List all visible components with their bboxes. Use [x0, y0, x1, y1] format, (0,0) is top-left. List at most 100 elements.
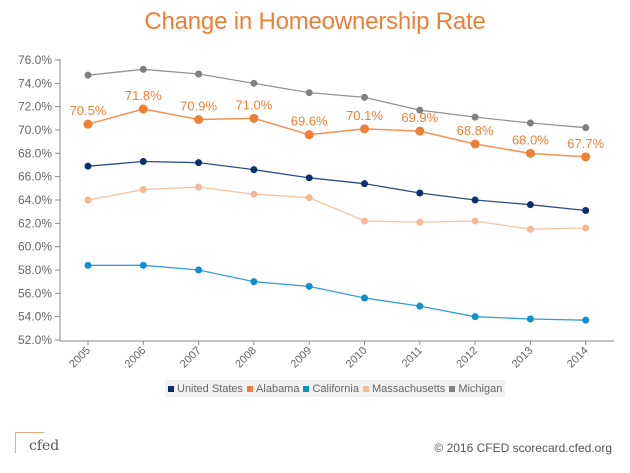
- series-line-massachusetts: [87, 186, 586, 230]
- data-point: [582, 316, 590, 324]
- series-line-california: [88, 264, 586, 321]
- axes: 52.0% 54.0% 56.0% 58.0% 60.0% 62.0% 64.0% 66.0%…: [18, 53, 614, 370]
- legend-swatch-icon: [168, 385, 174, 392]
- data-point: [416, 106, 424, 114]
- data-point: [471, 196, 479, 204]
- x-tick-label: 2007: [178, 345, 204, 371]
- chart-title: Change in Homeownership Rate: [144, 8, 486, 35]
- data-point: [581, 152, 591, 162]
- x-tick-label: 2010: [344, 345, 370, 371]
- y-tick-label: 74.0%: [18, 76, 52, 90]
- x-tick-label: 2006: [123, 345, 149, 371]
- data-label: 70.1%: [346, 108, 383, 123]
- x-tick-label: 2009: [289, 345, 315, 371]
- data-point: [250, 166, 258, 174]
- x-tick-label: 2008: [233, 345, 259, 371]
- legend-label: Massachusetts: [371, 382, 446, 395]
- legend-swatch-icon: [303, 385, 310, 392]
- data-point: [526, 225, 534, 233]
- legend-item[interactable]: Michigan: [449, 383, 502, 395]
- x-tick-label: 2012: [454, 345, 480, 371]
- data-point: [139, 158, 147, 165]
- data-point: [305, 282, 313, 290]
- data-label: 70.5%: [70, 103, 107, 118]
- y-tick-label: 60.0%: [18, 240, 52, 254]
- y-tick-label: 70.0%: [18, 123, 52, 137]
- data-point: [250, 278, 258, 286]
- data-point: [526, 201, 534, 209]
- data-label: 71.8%: [125, 88, 162, 103]
- chart-plot: 52.0% 54.0% 56.0% 58.0% 60.0% 62.0% 64.0% 66.0%…: [18, 53, 614, 370]
- data-point: [416, 189, 424, 197]
- data-point: [361, 180, 368, 188]
- data-point: [470, 139, 480, 149]
- data-point: [361, 93, 368, 101]
- y-tick-label: 52.0%: [18, 333, 52, 347]
- y-tick-label: 66.0%: [18, 170, 52, 184]
- data-point: [471, 217, 479, 225]
- cfed-logo-frame: [15, 432, 44, 453]
- data-point: [194, 115, 204, 124]
- data-point: [195, 70, 203, 78]
- legend-swatch-icon: [362, 385, 369, 392]
- data-point: [84, 162, 92, 170]
- x-tick-label: 2013: [510, 345, 536, 371]
- y-tick-label: 54.0%: [18, 310, 52, 324]
- legend-item[interactable]: United States: [168, 383, 243, 395]
- data-point: [361, 294, 368, 302]
- data-point: [84, 261, 92, 269]
- legend-label: United States: [177, 382, 244, 395]
- data-point: [138, 104, 148, 114]
- data-point: [139, 186, 147, 193]
- y-tick-label: 58.0%: [18, 263, 52, 277]
- legend-item[interactable]: Massachusetts: [362, 382, 446, 395]
- x-tick-label: 2005: [67, 345, 93, 371]
- data-labels: 70.5% 71.8% 70.9% 71.0% 69.6% 70.1% 69.9% 68.8%…: [70, 88, 605, 151]
- data-point: [304, 130, 314, 140]
- data-point: [305, 194, 313, 202]
- data-label: 68.8%: [457, 123, 494, 138]
- y-tick-label: 56.0%: [18, 286, 52, 300]
- data-point: [582, 207, 590, 214]
- y-tick-label: 76.0%: [18, 53, 52, 67]
- legend-item[interactable]: Alabama: [247, 383, 299, 395]
- data-point: [84, 196, 92, 204]
- legend-label: California: [312, 382, 359, 395]
- legend-swatch-icon: [247, 385, 254, 392]
- data-label: 67.7%: [567, 136, 604, 151]
- y-tick-label: 62.0%: [18, 216, 52, 230]
- data-point: [582, 124, 590, 132]
- data-point: [415, 126, 425, 136]
- copyright-text: © 2016 CFED scorecard.cfed.org: [434, 441, 612, 455]
- data-label: 69.6%: [291, 114, 328, 129]
- data-point: [305, 174, 313, 182]
- data-point: [83, 119, 93, 129]
- legend: United States Alabama California Massachuse…: [165, 380, 506, 397]
- data-point: [84, 71, 92, 79]
- y-tick-label: 68.0%: [18, 146, 52, 160]
- series-line-united-states: [87, 160, 586, 212]
- data-label: 71.0%: [235, 97, 272, 112]
- data-point: [360, 124, 369, 134]
- data-point: [525, 148, 535, 158]
- series-line-michigan: [87, 68, 586, 129]
- data-label: 68.0%: [512, 132, 549, 147]
- legend-item[interactable]: California: [303, 382, 359, 395]
- data-point: [471, 113, 479, 121]
- series-line-alabama: [87, 108, 586, 158]
- cfed-logo: cfed: [29, 438, 60, 454]
- legend-swatch-icon: [449, 385, 456, 392]
- y-tick-label: 72.0%: [18, 100, 52, 114]
- data-point: [195, 266, 203, 274]
- data-point: [195, 183, 203, 191]
- data-point: [582, 224, 590, 232]
- data-point: [526, 119, 534, 127]
- legend-label: Michigan: [458, 382, 503, 395]
- data-label: 70.9%: [180, 99, 217, 114]
- data-point: [139, 65, 147, 73]
- data-point: [416, 302, 424, 310]
- data-point: [250, 190, 258, 198]
- legend-label: Alabama: [256, 382, 300, 395]
- data-label: 69.9%: [401, 110, 438, 125]
- data-point: [250, 79, 258, 87]
